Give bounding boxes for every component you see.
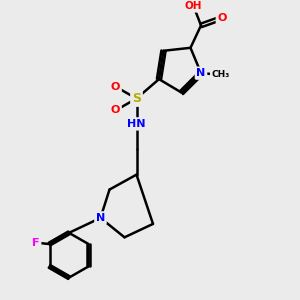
- Text: N: N: [96, 213, 105, 223]
- Text: O: O: [111, 82, 120, 92]
- Text: F: F: [32, 238, 40, 248]
- Text: OH: OH: [185, 1, 202, 11]
- Text: CH₃: CH₃: [212, 70, 230, 79]
- Text: O: O: [217, 13, 227, 23]
- Text: N: N: [196, 68, 206, 78]
- Text: S: S: [132, 92, 141, 105]
- Text: O: O: [111, 106, 120, 116]
- Text: HN: HN: [127, 119, 146, 129]
